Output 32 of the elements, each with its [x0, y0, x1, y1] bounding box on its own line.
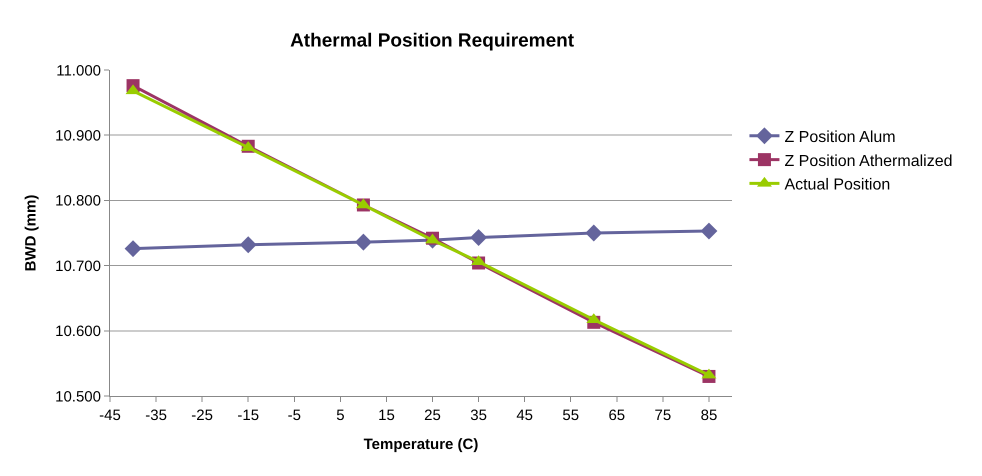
x-tick-label: -15	[237, 407, 260, 424]
point	[240, 236, 257, 254]
x-tick-label: 25	[424, 407, 441, 424]
x-tick-label: -5	[288, 407, 301, 424]
legend-label: Actual Position	[784, 176, 890, 194]
point	[585, 224, 602, 242]
y-tick-label: 10.700	[55, 258, 101, 275]
point	[124, 240, 142, 258]
point	[700, 222, 718, 240]
x-axis-title: Temperature (C)	[364, 436, 478, 453]
y-tick-label: 10.900	[55, 127, 101, 144]
y-axis-title: BWD (mm)	[22, 194, 40, 272]
x-tick-label: 15	[378, 407, 395, 424]
x-tick-label: 75	[654, 407, 672, 424]
point	[354, 234, 372, 251]
y-tick-label: 10.500	[55, 388, 101, 406]
y-tick-label: 11.000	[56, 62, 101, 80]
x-tick-label: -45	[99, 407, 121, 424]
legend-label: Z Position Alum	[784, 129, 896, 146]
x-tick-label: 45	[516, 407, 534, 424]
x-tick-label: -35	[145, 407, 167, 424]
y-tick-label: 10.600	[55, 323, 101, 340]
x-tick-label: 55	[562, 407, 580, 424]
x-tick-label: -25	[191, 407, 213, 424]
y-tick-label: 10.800	[55, 192, 101, 210]
x-tick-label: 85	[700, 407, 718, 424]
legend-label: Z Position Athermalized	[784, 152, 953, 170]
x-tick-label: 65	[608, 407, 626, 424]
chart-title: Athermal Position Requirement	[290, 30, 575, 52]
x-tick-label: 35	[470, 407, 487, 424]
x-tick-label: 5	[336, 407, 345, 424]
point	[470, 229, 488, 246]
